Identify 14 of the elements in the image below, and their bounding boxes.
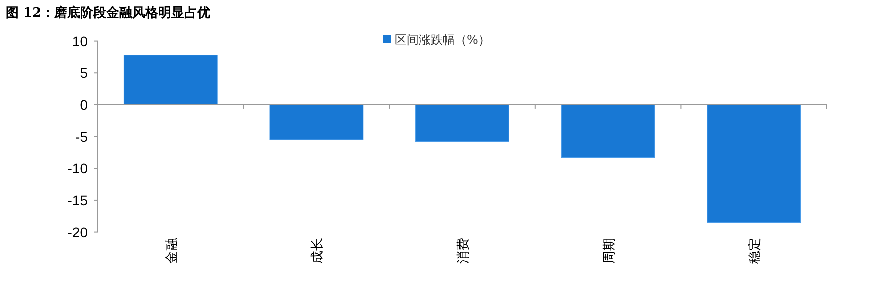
x-tick-label: 金融 bbox=[164, 238, 180, 264]
chart-title: 图 12：磨底阶段金融风格明显占优 bbox=[6, 5, 211, 21]
y-tick-label: 0 bbox=[80, 96, 88, 113]
y-tick-label: -15 bbox=[68, 192, 88, 208]
legend-label: 区间涨跌幅（%） bbox=[395, 33, 490, 47]
y-tick-label: 5 bbox=[80, 65, 88, 82]
y-tick-label: -20 bbox=[68, 224, 88, 240]
x-tick-label: 成长 bbox=[310, 238, 326, 264]
y-tick-label: -10 bbox=[68, 160, 88, 177]
y-tick-label: -5 bbox=[76, 128, 88, 145]
x-tick-label: 稳定 bbox=[748, 238, 764, 264]
y-tick-label: 10 bbox=[72, 33, 88, 50]
x-tick-label: 消费 bbox=[456, 238, 472, 264]
x-tick-label: 周期 bbox=[602, 238, 618, 264]
